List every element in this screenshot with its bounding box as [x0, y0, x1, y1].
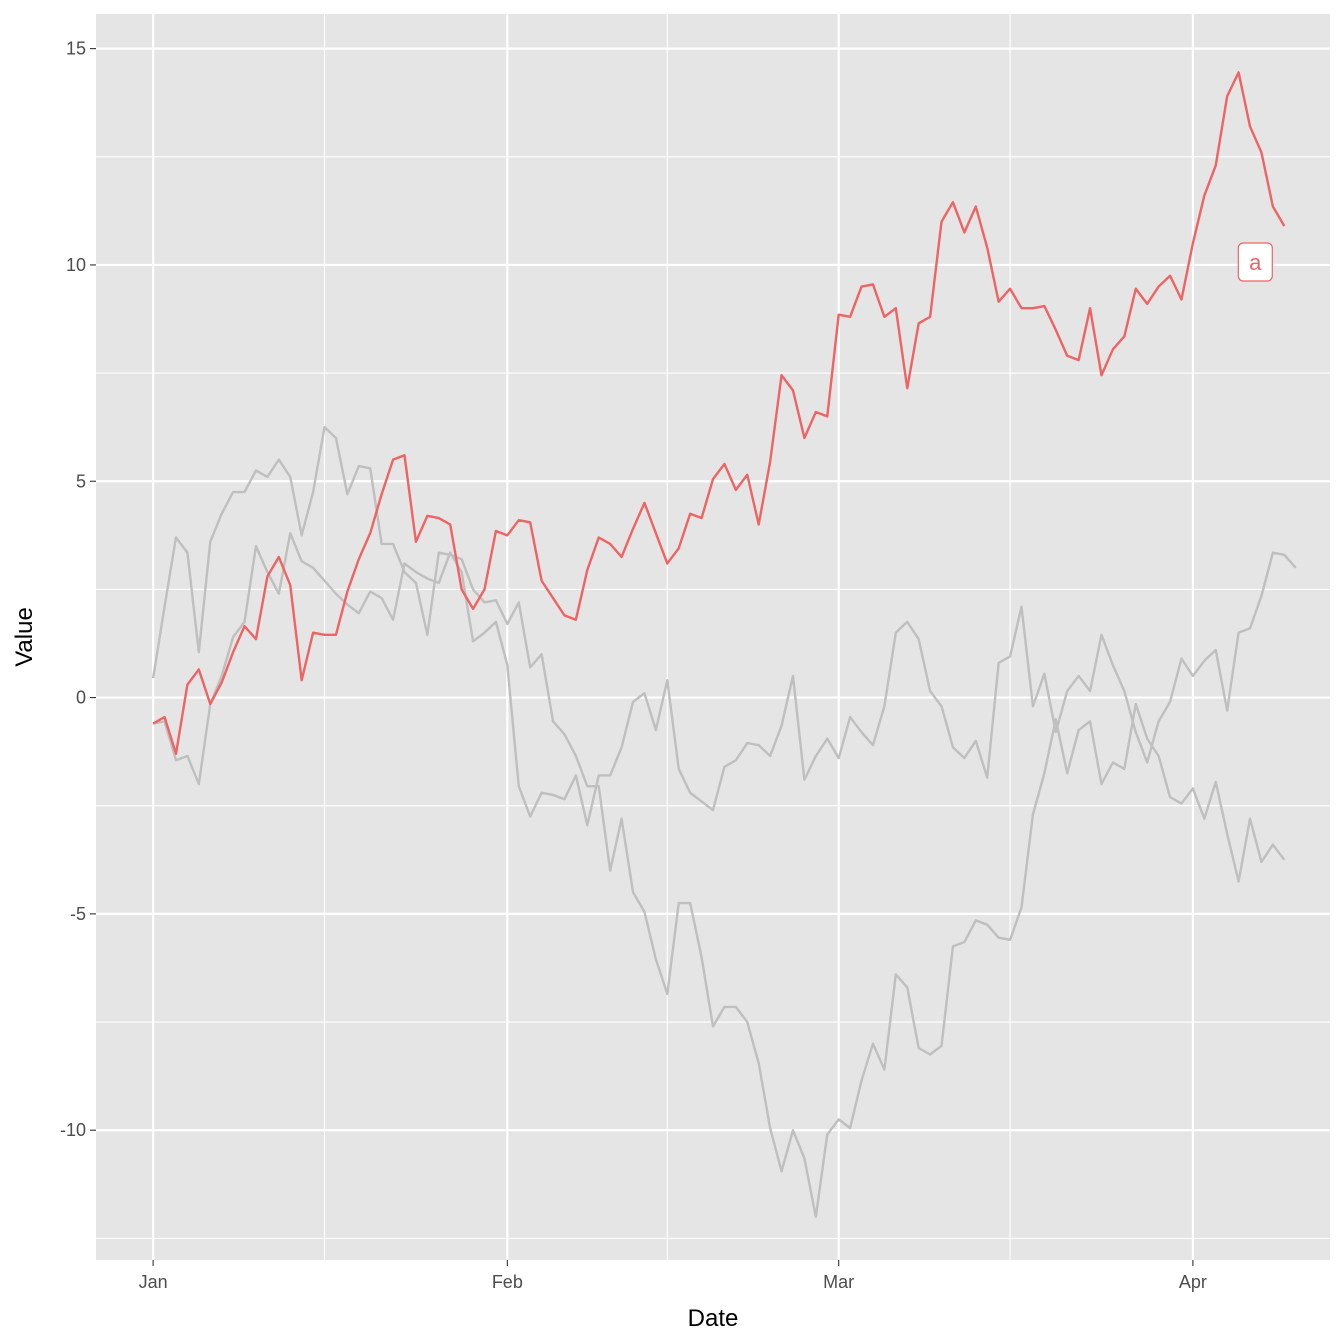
y-tick-label: 10: [66, 255, 86, 275]
series-labels: a: [1237, 242, 1273, 282]
series-label-box: [1237, 242, 1273, 282]
series-line-2: [152, 531, 1297, 827]
major-x-gridlines: [152, 14, 1194, 1260]
x-axis-title: Date: [688, 1305, 739, 1332]
series-line-1: [151, 425, 1286, 1218]
y-tick-label: -10: [60, 1120, 86, 1140]
x-tick-label: Feb: [492, 1272, 523, 1292]
y-axis-title: Value: [11, 607, 38, 667]
x-axis: Jan Feb Mar Apr: [139, 1260, 1207, 1292]
series-lines: [151, 71, 1297, 1218]
major-y-gridlines: [96, 47, 1330, 1132]
series-label-text: a: [1249, 250, 1262, 275]
series-line-highlighted: [152, 71, 1286, 756]
y-tick-label: 0: [76, 688, 86, 708]
plot-panel: [96, 14, 1330, 1260]
x-tick-label: Jan: [139, 1272, 168, 1292]
x-tick-label: Mar: [823, 1272, 854, 1292]
y-tick-label: 5: [76, 471, 86, 491]
minor-x-gridlines: [323, 14, 1011, 1260]
y-tick-label: -5: [70, 904, 86, 924]
y-tick-label: 15: [66, 39, 86, 59]
x-tick-label: Apr: [1179, 1272, 1207, 1292]
y-axis: 15 10 5 0 -5 -10: [60, 39, 96, 1140]
